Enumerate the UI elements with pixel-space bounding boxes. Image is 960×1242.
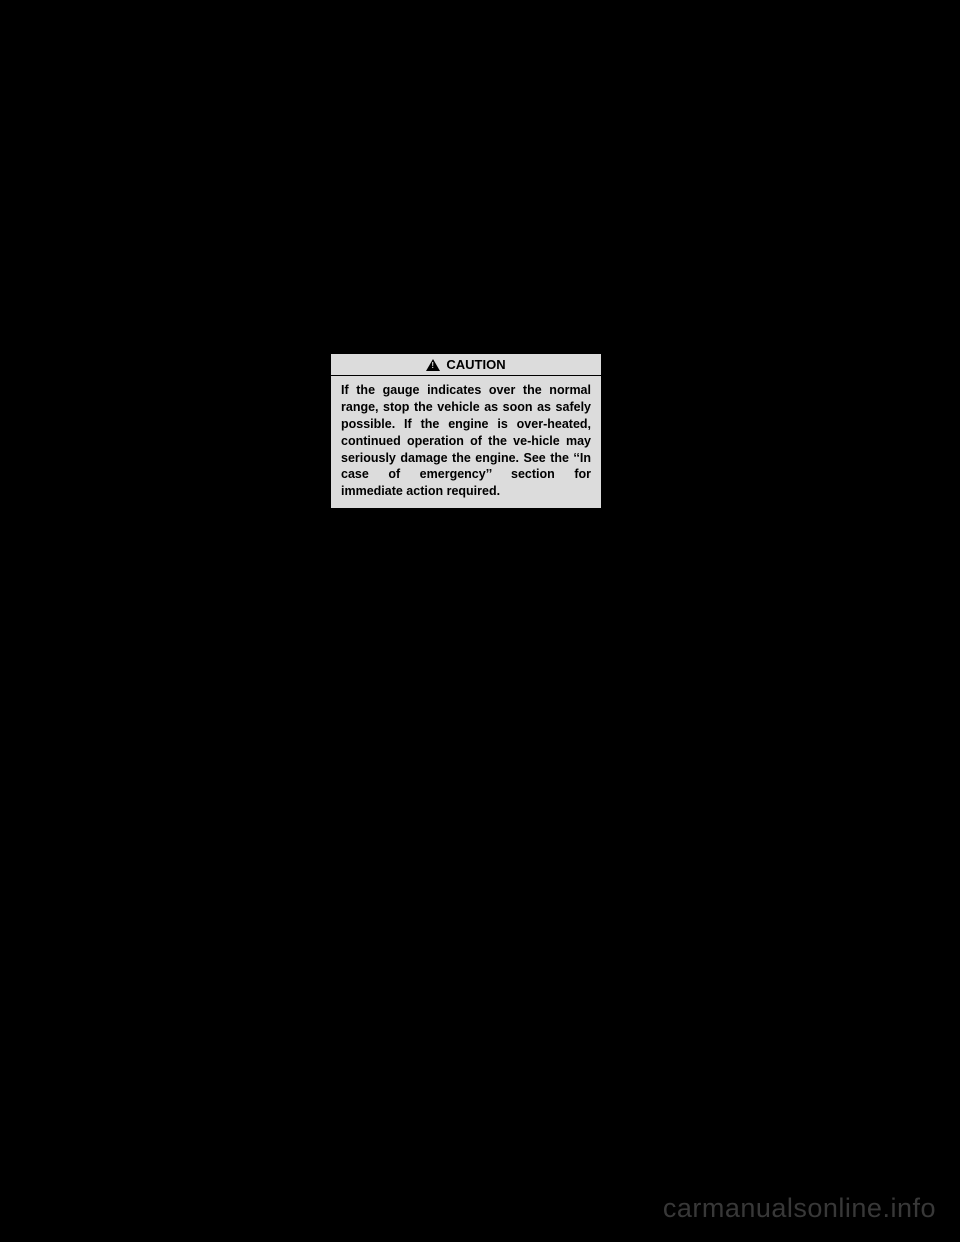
left-panel bbox=[29, 353, 310, 585]
warning-triangle-icon bbox=[426, 359, 440, 371]
caution-box: CAUTION If the gauge indicates over the … bbox=[330, 353, 602, 509]
right-panel bbox=[622, 353, 903, 585]
caution-title: CAUTION bbox=[446, 357, 505, 372]
caution-body-text: If the gauge indicates over the normal r… bbox=[331, 376, 601, 508]
watermark-text: carmanualsonline.info bbox=[663, 1193, 936, 1224]
caution-header: CAUTION bbox=[331, 354, 601, 376]
